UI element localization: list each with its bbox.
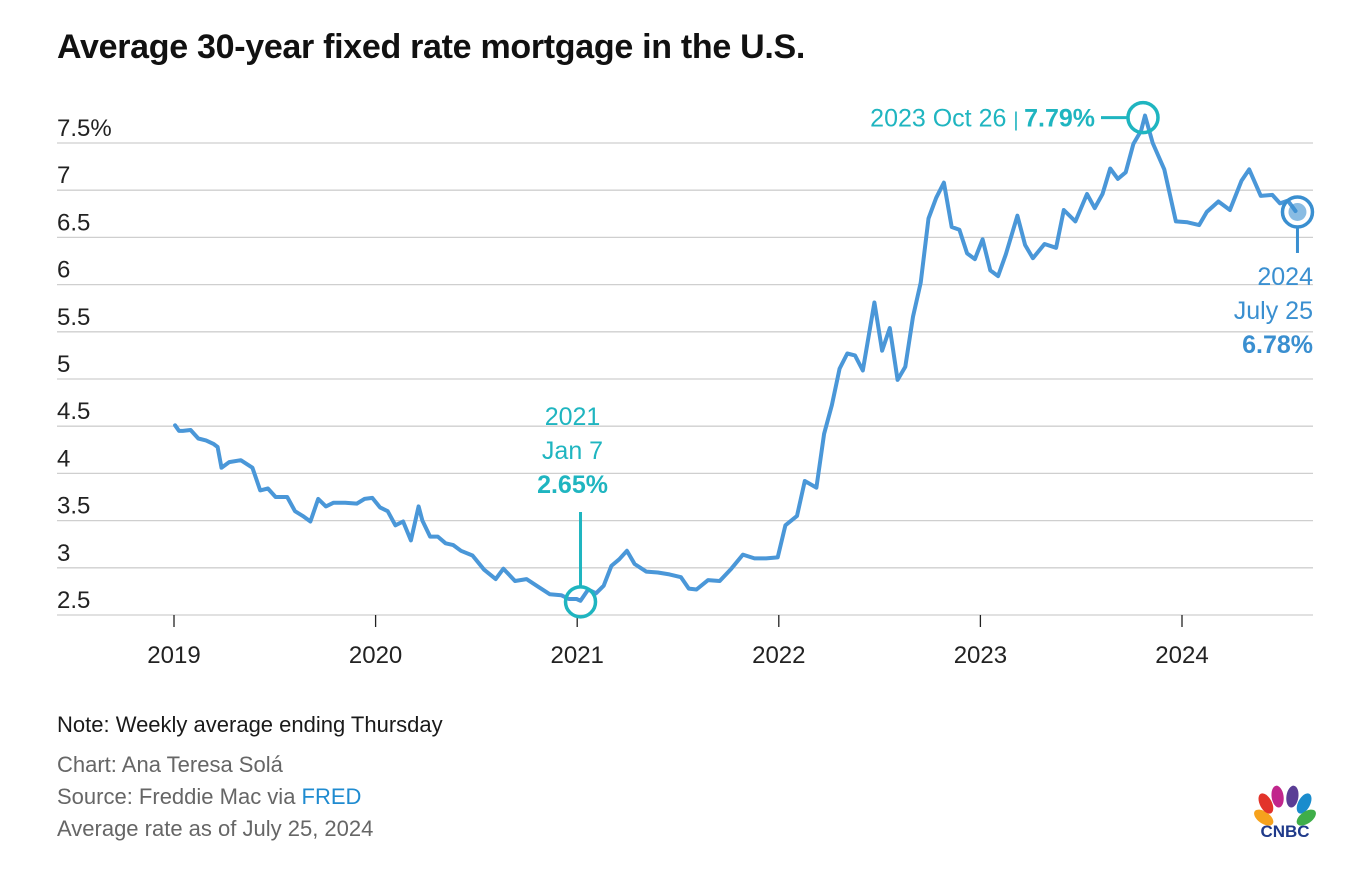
source-prefix: Source: Freddie Mac via bbox=[57, 784, 302, 809]
chart-credit: Chart: Ana Teresa Solá bbox=[57, 752, 283, 777]
annotation-value: 7.79% bbox=[1024, 105, 1095, 133]
x-tick-label: 2019 bbox=[147, 642, 200, 669]
annotations: 2021 Jan 7 2.65% 2023 Oct 26 | 7.79% 2024 Jul… bbox=[537, 100, 1315, 619]
x-tick-label: 2022 bbox=[752, 642, 805, 669]
gridlines bbox=[57, 142, 1313, 616]
annotation-date: Jan 7 bbox=[542, 437, 603, 465]
annotation: 2024 July 25 6.78% bbox=[1234, 195, 1315, 359]
as-of-date: Average rate as of July 25, 2024 bbox=[57, 816, 374, 841]
y-tick-label: 4 bbox=[57, 445, 70, 472]
annotation: 2023 Oct 26 | 7.79% bbox=[870, 100, 1160, 135]
y-tick-label: 7.5% bbox=[57, 115, 112, 142]
cnbc-peacock-logo: CNBC bbox=[1254, 785, 1316, 840]
annotation-value: 2.65% bbox=[537, 471, 608, 499]
x-tick-label: 2023 bbox=[954, 642, 1007, 669]
annotation-date: 2024 bbox=[1257, 263, 1313, 291]
y-tick-label: 6 bbox=[57, 257, 70, 284]
chart-source: Source: Freddie Mac via FRED bbox=[57, 784, 361, 810]
y-tick-label: 2.5 bbox=[57, 587, 90, 614]
cnbc-wordmark: CNBC bbox=[1260, 822, 1309, 840]
x-axis: 2019 2020 2021 2022 2023 2024 bbox=[147, 615, 1209, 669]
x-tick-label: 2024 bbox=[1155, 642, 1208, 669]
y-tick-label: 5.5 bbox=[57, 304, 90, 331]
fred-link[interactable]: FRED bbox=[301, 784, 362, 809]
y-tick-label: 7 bbox=[57, 162, 70, 189]
y-tick-label: 5 bbox=[57, 351, 70, 378]
annotation-value: 6.78% bbox=[1242, 331, 1313, 359]
x-tick-label: 2021 bbox=[551, 642, 604, 669]
annotation-date: 2023 Oct 26 bbox=[870, 105, 1013, 133]
annotation-separator: | bbox=[1013, 110, 1024, 132]
chart-title: Average 30-year fixed rate mortgage in t… bbox=[57, 28, 806, 66]
annotation-date: 2021 bbox=[545, 403, 601, 431]
annotation-date: July 25 bbox=[1234, 297, 1313, 325]
series-line-mortgage-rate bbox=[173, 113, 1298, 603]
y-tick-label: 3 bbox=[57, 540, 70, 567]
annotation-dot bbox=[1288, 202, 1307, 221]
y-axis-tick-labels: 7.5% 7 6.5 6 5.5 5 4.5 4 3.5 3 2.5 bbox=[57, 115, 112, 614]
annotation: 2021 Jan 7 2.65% bbox=[537, 403, 608, 619]
series-layer bbox=[173, 113, 1298, 603]
y-tick-label: 4.5 bbox=[57, 398, 90, 425]
x-tick-label: 2020 bbox=[349, 642, 402, 669]
peacock-icon bbox=[1254, 785, 1316, 826]
y-tick-label: 6.5 bbox=[57, 209, 90, 236]
chart-note: Note: Weekly average ending Thursday bbox=[57, 712, 443, 737]
y-tick-label: 3.5 bbox=[57, 493, 90, 520]
annotation-label: 2023 Oct 26 | 7.79% bbox=[870, 105, 1095, 133]
